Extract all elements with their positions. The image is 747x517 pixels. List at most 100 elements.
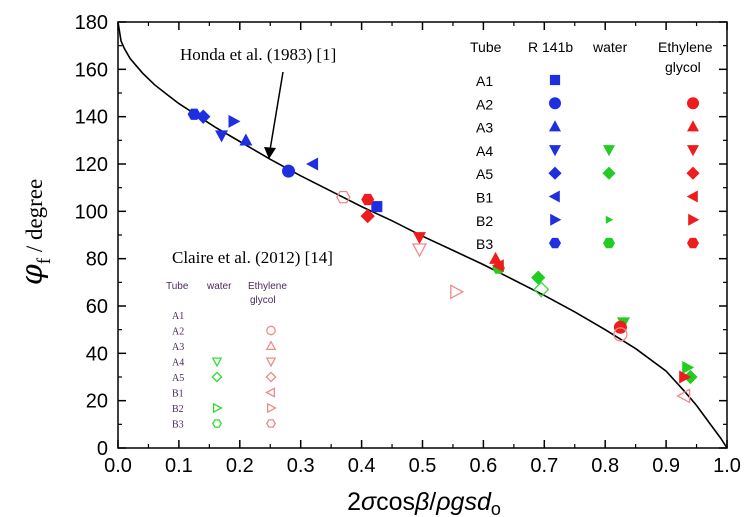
legend-header-glycol: glycol <box>665 59 701 75</box>
ethylene-glycol-a4-point <box>412 232 426 245</box>
legend-marker-ethylene-glycol-a4 <box>687 145 699 157</box>
claire-header-tube: Tube <box>166 281 189 292</box>
claire-tube-label: A4 <box>172 358 184 369</box>
claire-glycol-a4-point <box>411 243 428 258</box>
x-tick-label: 0.4 <box>348 455 376 477</box>
claire-legend-water-b2 <box>212 402 223 414</box>
claire-header-water: water <box>206 281 232 292</box>
claire-header-glycol: glycol <box>250 295 276 306</box>
claire-legend-glycol-a3 <box>265 340 277 351</box>
x-label-part: / <box>429 488 436 516</box>
ethylene-glycol-b1-point <box>491 259 504 273</box>
claire-tube-label: A5 <box>172 373 184 384</box>
r-141b-a4-point <box>215 130 229 143</box>
r-141b-b2-point <box>228 114 241 128</box>
claire-glycol-b1-point <box>676 388 691 404</box>
legend-marker-r-141b-b3 <box>549 237 561 249</box>
claire-legend-glycol-a5 <box>265 371 277 383</box>
x-tick-label: 0.5 <box>409 455 437 477</box>
claire-tube-label: A1 <box>172 311 184 322</box>
x-label-part: o <box>491 499 501 517</box>
honda-curve <box>117 21 728 449</box>
x-tick-label: 0.9 <box>652 455 680 477</box>
claire-legend-glycol-a2 <box>266 325 276 336</box>
x-tick-label: 0.3 <box>287 455 315 477</box>
x-axis-label: 2σcosβ/ρgsdo <box>347 488 501 517</box>
y-tick-label: 40 <box>86 343 108 365</box>
legend-tube-label: A4 <box>476 143 493 159</box>
x-tick-label: 0.1 <box>165 455 193 477</box>
legend-marker-water-b3 <box>603 237 615 249</box>
legend-header-tube: Tube <box>470 39 502 55</box>
x-tick-label: 0.0 <box>104 455 132 477</box>
y-label-symbol: φ <box>15 264 50 285</box>
legend-marker-r-141b-a3 <box>549 120 561 132</box>
claire-tube-label: A2 <box>172 327 184 338</box>
legend-marker-ethylene-glycol-a5 <box>686 166 700 180</box>
x-label-part: β <box>414 488 429 516</box>
r-141b-a1-point <box>371 201 383 213</box>
claire-tube-label: B2 <box>172 404 184 415</box>
legend-marker-r-141b-a4 <box>549 145 561 157</box>
x-tick-label: 0.2 <box>226 455 254 477</box>
claire-legend-water-a4 <box>211 357 223 368</box>
legend-tube-label: A3 <box>476 120 493 136</box>
ethylene-glycol-b2-point <box>679 370 692 384</box>
claire-header-ethylene: Ethylene <box>248 281 287 292</box>
x-label-part: cos <box>376 488 415 516</box>
y-tick-label: 0 <box>97 438 108 460</box>
legend-marker-r-141b-a2 <box>549 97 561 110</box>
legend-marker-r-141b-a1 <box>549 74 561 86</box>
claire-legend-glycol-b1 <box>265 387 276 398</box>
legend-marker-ethylene-glycol-a3 <box>687 120 699 132</box>
y-tick-label: 120 <box>75 154 108 176</box>
ethylene-glycol-a3-point <box>489 251 503 264</box>
r-141b-a2-point <box>282 164 296 178</box>
x-tick-label: 1.0 <box>713 455 741 477</box>
legend-tube-label: A2 <box>476 96 493 112</box>
legend-marker-ethylene-glycol-b2 <box>688 213 700 226</box>
claire-tube-label: B1 <box>172 389 184 400</box>
claire-legend-water-b3 <box>212 419 222 428</box>
ethylene-glycol-a5-point <box>360 208 375 224</box>
r-141b-a3-point <box>239 133 253 146</box>
y-label-unit: / degree <box>22 179 47 258</box>
claire-glycol-b3-point <box>336 190 351 204</box>
x-tick-label: 0.8 <box>591 455 619 477</box>
legend-tube-label: B3 <box>476 236 493 252</box>
claire-tube-label: B3 <box>172 420 184 431</box>
legend-marker-r-141b-a5 <box>548 166 562 180</box>
y-tick-label: 180 <box>75 12 108 34</box>
legend-marker-water-a5 <box>602 166 616 180</box>
claire-title: Claire et al. (2012) [14] <box>172 248 333 267</box>
legend-marker-r-141b-b2 <box>550 213 562 226</box>
x-label-part: ρgsd <box>435 488 492 516</box>
y-tick-label: 60 <box>86 296 108 318</box>
legend-tube-label: A1 <box>476 73 493 89</box>
legend-header-r141b: R 141b <box>528 39 573 55</box>
x-label-part: σ <box>361 488 377 516</box>
legend-marker-r-141b-b1 <box>548 190 560 203</box>
legend-main: Tube R 141b water Ethylene glycol A1 A2 A3… <box>470 39 713 252</box>
y-tick-label: 100 <box>75 201 108 223</box>
legend-claire: Claire et al. (2012) [14] Tube water Eth… <box>166 248 333 431</box>
svg-text:φf / degree: φf / degree <box>15 179 55 286</box>
legend-marker-water-a4 <box>603 145 615 157</box>
claire-tube-label: A3 <box>172 342 184 353</box>
water-b2-point <box>682 361 695 375</box>
x-label-part: 2 <box>347 488 361 516</box>
claire-legend-glycol-b2 <box>266 402 277 414</box>
legend-header-ethylene: Ethylene <box>658 39 713 55</box>
legend-tube-label: B2 <box>476 213 493 229</box>
claire-legend-glycol-a4 <box>265 357 277 368</box>
claire-glycol-b2-point <box>450 284 465 300</box>
legend-tube-label: B1 <box>476 190 493 206</box>
r-141b-b3-point <box>187 108 201 120</box>
honda-annotation: Honda et al. (1983) [1] <box>180 45 336 64</box>
y-tick-label: 140 <box>75 107 108 129</box>
legend-marker-water-b2 <box>605 215 614 224</box>
y-tick-label: 20 <box>86 391 108 413</box>
claire-glycol-a2-point <box>613 327 628 342</box>
y-tick-label: 80 <box>86 249 108 271</box>
